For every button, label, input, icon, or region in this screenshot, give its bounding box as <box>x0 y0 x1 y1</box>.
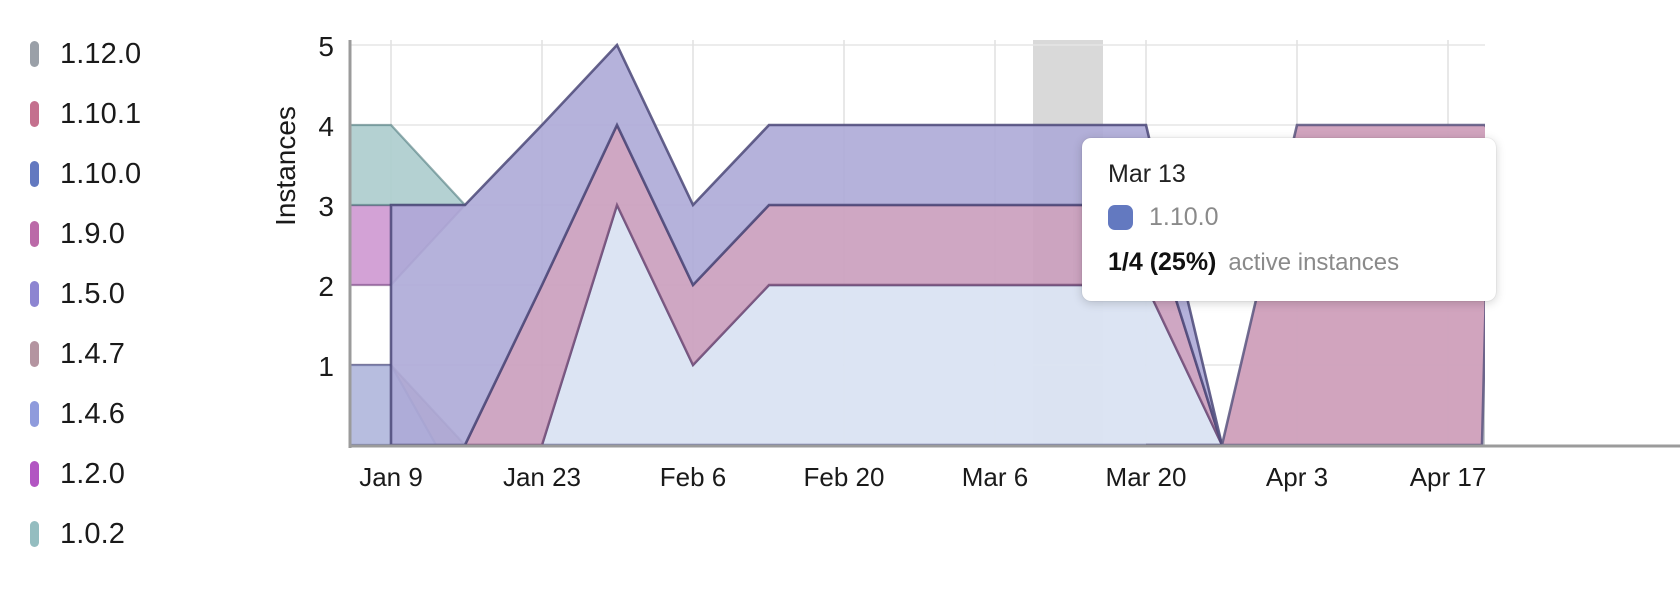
chart-legend: 1.12.0 1.10.1 1.10.0 1.9.0 1.5.0 1.4.7 1… <box>30 24 220 564</box>
legend-swatch-icon <box>30 401 39 427</box>
legend-item-1-5-0[interactable]: 1.5.0 <box>30 264 220 324</box>
legend-item-1-4-6[interactable]: 1.4.6 <box>30 384 220 444</box>
legend-swatch-icon <box>30 221 39 247</box>
legend-item-1-10-1[interactable]: 1.10.1 <box>30 84 220 144</box>
tooltip-series-label: 1.10.0 <box>1149 203 1219 231</box>
legend-item-label: 1.4.6 <box>60 397 125 430</box>
tooltip-swatch-icon <box>1108 205 1133 230</box>
legend-item-label: 1.5.0 <box>60 277 125 310</box>
x-tick-label: Feb 6 <box>660 462 727 492</box>
legend-item-1-9-0[interactable]: 1.9.0 <box>30 204 220 264</box>
legend-swatch-icon <box>30 41 39 67</box>
stacked-areas <box>350 42 1485 445</box>
legend-item-label: 1.4.7 <box>60 337 125 370</box>
x-tick-label: Jan 23 <box>503 462 581 492</box>
legend-item-label: 1.12.0 <box>60 37 142 70</box>
x-tick-label: Apr 3 <box>1266 462 1328 492</box>
tooltip-stat-label: active instances <box>1228 249 1400 276</box>
y-tick-label: 5 <box>318 31 334 62</box>
x-tick-label: Apr 17 <box>1410 462 1487 492</box>
legend-item-label: 1.10.1 <box>60 97 142 130</box>
x-tick-label: Feb 20 <box>804 462 885 492</box>
legend-item-label: 1.9.0 <box>60 217 125 250</box>
legend-item-1-10-0[interactable]: 1.10.0 <box>30 144 220 204</box>
legend-item-label: 1.10.0 <box>60 157 142 190</box>
x-tick-label: Mar 6 <box>962 462 1028 492</box>
legend-item-label: 1.0.2 <box>60 517 125 550</box>
chart-tooltip: Mar 13 1.10.0 1/4 (25%) active instances <box>1082 138 1496 301</box>
area-chart-svg[interactable]: 5 4 3 2 1 Jan 9 Jan 23 Feb 6 Feb 20 Mar … <box>220 0 1680 592</box>
area-1-5-0 <box>389 42 1224 445</box>
legend-item-label: 1.2.0 <box>60 457 125 490</box>
legend-item-1-0-2[interactable]: 1.0.2 <box>30 504 220 564</box>
y-tick-label: 4 <box>318 111 334 142</box>
legend-swatch-icon <box>30 521 39 547</box>
x-tick-label: Jan 9 <box>359 462 423 492</box>
chart-container[interactable]: Instances <box>220 0 1680 592</box>
tooltip-stat-value: 1/4 (25%) <box>1108 248 1217 276</box>
y-tick-label: 1 <box>318 351 334 382</box>
tooltip-stat-row: 1/4 (25%) active instances <box>1108 248 1470 277</box>
x-tick-label: Mar 20 <box>1106 462 1187 492</box>
legend-swatch-icon <box>30 461 39 487</box>
legend-item-1-2-0[interactable]: 1.2.0 <box>30 444 220 504</box>
legend-item-1-4-7[interactable]: 1.4.7 <box>30 324 220 384</box>
tooltip-date: Mar 13 <box>1108 160 1186 188</box>
legend-swatch-icon <box>30 161 39 187</box>
legend-swatch-icon <box>30 101 39 127</box>
legend-swatch-icon <box>30 281 39 307</box>
y-tick-label: 2 <box>318 271 334 302</box>
legend-item-1-12-0[interactable]: 1.12.0 <box>30 24 220 84</box>
legend-swatch-icon <box>30 341 39 367</box>
y-tick-label: 3 <box>318 191 334 222</box>
tooltip-series-row: 1.10.0 <box>1108 203 1470 232</box>
